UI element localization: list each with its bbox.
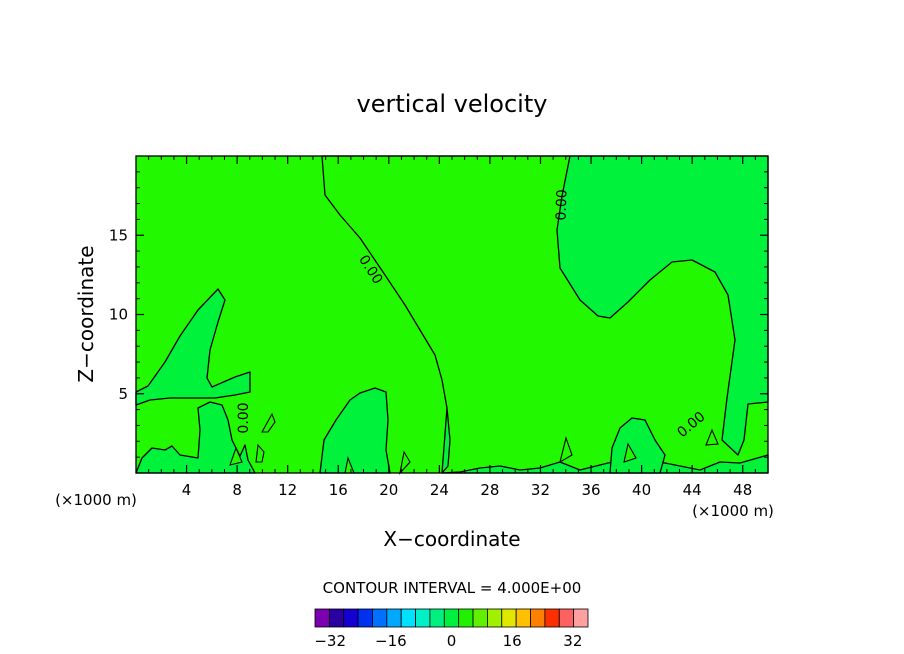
x-unit-right: (×1000 m) xyxy=(692,502,774,520)
x-tick-label: 40 xyxy=(632,481,651,499)
negative-region-left xyxy=(135,288,251,406)
colorbar-tick-label: 16 xyxy=(503,632,522,650)
negative-region-base xyxy=(135,401,256,474)
colorbar-cell xyxy=(458,608,474,628)
x-tick-label: 36 xyxy=(581,481,600,499)
x-tick-label: 44 xyxy=(683,481,702,499)
contour-label-2: 0.00 xyxy=(553,189,570,221)
y-tick-label: 5 xyxy=(118,385,128,403)
x-tick-label: 28 xyxy=(480,481,499,499)
x-tick-label: 4 xyxy=(182,481,192,499)
x-tick-label: 20 xyxy=(379,481,398,499)
colorbar-cell xyxy=(343,608,359,628)
colorbar-cell xyxy=(558,608,575,628)
colorbar-tick-label: 0 xyxy=(447,632,457,650)
positive-island-7 xyxy=(623,442,637,463)
x-unit-left: (×1000 m) xyxy=(55,491,137,509)
y-tick-label: 15 xyxy=(109,226,128,244)
colorbar-cell xyxy=(530,608,546,628)
plot-area: 0.00 0.00 0.00 0.00 4 8 12 16 20 24 28 32 36 40 44… xyxy=(109,155,769,499)
y-axis-label: Z−coordinate xyxy=(74,245,98,382)
positive-island-3 xyxy=(229,446,243,466)
colorbar-cell xyxy=(487,608,503,628)
colorbar-cell xyxy=(443,608,460,628)
colorbar-cell xyxy=(415,608,431,628)
x-tick-label: 32 xyxy=(531,481,550,499)
colorbar-tick-label: −32 xyxy=(314,632,346,650)
chart-title: vertical velocity xyxy=(357,90,548,118)
negative-region-right xyxy=(609,417,666,474)
colorbar-cell xyxy=(328,608,345,628)
colorbar-cell xyxy=(515,608,531,628)
x-axis-label: X−coordinate xyxy=(383,527,520,551)
colorbar-cell xyxy=(501,608,517,628)
colorbar-tick-label: −16 xyxy=(375,632,407,650)
positive-island-2 xyxy=(255,443,265,463)
colorbar-cell xyxy=(372,608,388,628)
colorbar-cell xyxy=(429,608,445,628)
colorbar: −32 −16 0 16 32 xyxy=(314,608,589,650)
colorbar-cell xyxy=(544,608,560,628)
colorbar-tick-label: 32 xyxy=(563,632,582,650)
positive-island-5 xyxy=(399,450,411,475)
colorbar-cell xyxy=(386,608,402,628)
colorbar-cell xyxy=(573,608,589,628)
x-tick-label: 48 xyxy=(733,481,752,499)
y-axis: 5 10 15 xyxy=(109,171,768,458)
x-tick-label: 16 xyxy=(329,481,348,499)
positive-island-1 xyxy=(261,412,276,433)
contour-interval-text: CONTOUR INTERVAL = 4.000E+00 xyxy=(323,579,582,597)
positive-island-6 xyxy=(559,436,573,464)
negative-regions xyxy=(135,155,769,474)
y-tick-label: 10 xyxy=(109,306,128,324)
colorbar-cell xyxy=(400,608,416,628)
positive-islands xyxy=(229,412,719,475)
x-tick-label: 8 xyxy=(232,481,242,499)
x-tick-label: 24 xyxy=(430,481,449,499)
contour-label-3: 0.00 xyxy=(236,402,252,433)
positive-island-8 xyxy=(705,428,719,446)
x-tick-label: 12 xyxy=(278,481,297,499)
colorbar-cell xyxy=(357,608,373,628)
negative-region-mid xyxy=(319,387,391,474)
x-axis: 4 8 12 16 20 24 28 32 36 40 44 48 xyxy=(148,156,756,499)
colorbar-cell xyxy=(472,608,488,628)
colorbar-cell xyxy=(314,608,330,628)
